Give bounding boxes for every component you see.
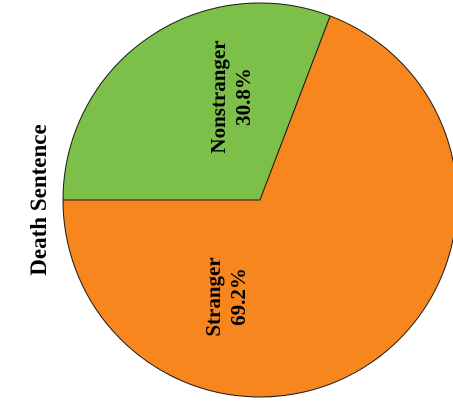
slice-name-nonstranger: Nonstranger: [206, 40, 230, 153]
slice-value-stranger: 69.2%: [226, 268, 250, 326]
chart-title: Death Sentence: [26, 124, 51, 275]
slice-label-nonstranger: Nonstranger 30.8%: [206, 40, 255, 153]
slice-nonstranger: [62, 2, 331, 201]
slice-value-nonstranger: 30.8%: [231, 68, 255, 126]
slice-name-stranger: Stranger: [201, 257, 225, 336]
slice-stranger: [62, 15, 453, 398]
slices-group: [62, 2, 453, 398]
slice-label-stranger: Stranger 69.2%: [201, 257, 250, 336]
